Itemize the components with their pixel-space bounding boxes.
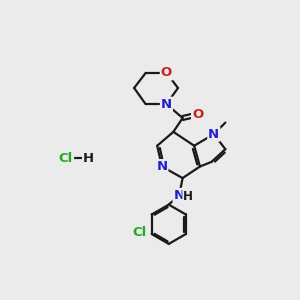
Text: N: N [161, 98, 172, 111]
Text: Cl: Cl [133, 226, 147, 239]
Text: H: H [183, 190, 193, 203]
Text: O: O [192, 108, 203, 121]
Text: H: H [83, 152, 94, 165]
Text: N: N [174, 189, 185, 202]
Text: N: N [156, 160, 167, 173]
Text: N: N [208, 128, 219, 141]
Text: Cl: Cl [59, 152, 73, 165]
Text: O: O [161, 67, 172, 80]
